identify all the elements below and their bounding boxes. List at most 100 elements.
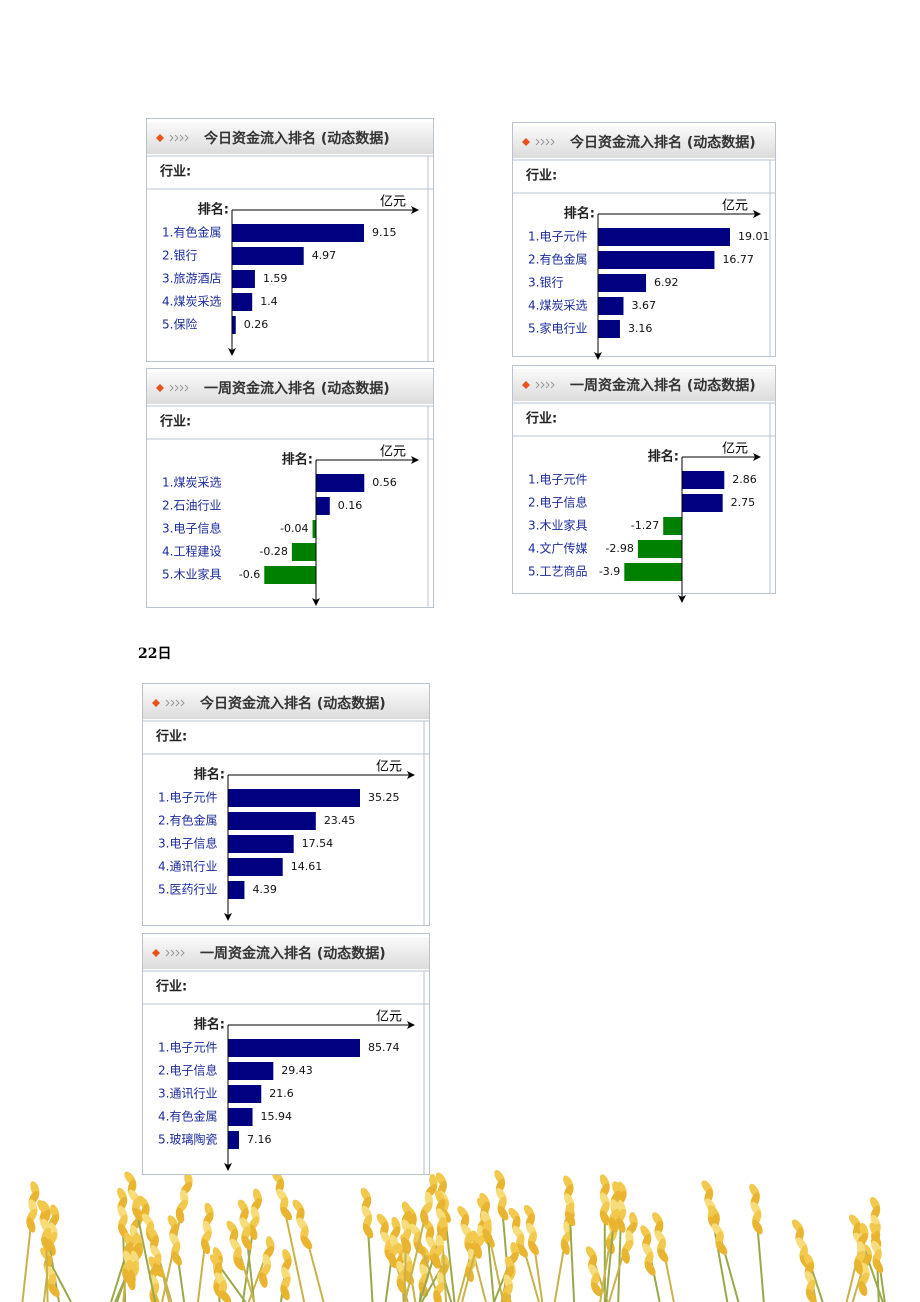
bar: [624, 563, 682, 581]
category-label: 3.电子信息: [162, 521, 221, 536]
category-label: 5.家电行业: [528, 321, 587, 336]
unit-label: 亿元: [722, 442, 748, 457]
icon: [152, 699, 160, 707]
value-label: -0.28: [259, 545, 287, 558]
bar: [228, 789, 360, 807]
chevrons: [535, 138, 555, 146]
category-label: 1.煤炭采选: [162, 476, 221, 490]
grain: [502, 1292, 512, 1302]
icon: [156, 384, 164, 392]
grain: [233, 1256, 245, 1271]
value-label: 19.01: [738, 230, 770, 243]
value-label: 9.15: [372, 226, 397, 239]
grain: [473, 1243, 482, 1259]
panel-title: 今日资金流入排名 (动态数据): [199, 695, 386, 712]
value-label: -3.9: [599, 565, 620, 578]
grain: [248, 1224, 258, 1241]
icon: [152, 949, 160, 957]
panel-title: 今日资金流入排名 (动态数据): [203, 130, 390, 147]
category-label: 3.电子信息: [158, 836, 217, 851]
grain: [872, 1258, 884, 1274]
category-label: 4.煤炭采选: [162, 295, 221, 309]
bar: [663, 517, 682, 535]
bar: [637, 540, 682, 558]
bar: [228, 1131, 240, 1149]
grain: [413, 1241, 426, 1255]
chevrons: [535, 381, 555, 389]
category-label: 5.保险: [162, 317, 197, 332]
title-bar: [143, 687, 429, 719]
bar: [232, 293, 253, 311]
grain: [805, 1289, 817, 1302]
title-bar: [513, 126, 775, 158]
column-header: 行业:: [155, 979, 187, 995]
value-label: 0.26: [244, 318, 269, 331]
title-bar: [513, 369, 775, 401]
value-label: 14.61: [291, 860, 323, 873]
bar: [232, 316, 236, 334]
category-label: 3.银行: [528, 276, 563, 290]
unit-label: 亿元: [376, 760, 402, 775]
grain: [362, 1223, 374, 1239]
grain: [644, 1261, 656, 1276]
value-label: 29.43: [281, 1064, 313, 1077]
column-header: 行业:: [525, 168, 557, 184]
grain: [482, 1228, 493, 1244]
rank-label: 排名:: [648, 449, 679, 465]
value-label: 4.39: [252, 883, 277, 896]
value-label: 0.56: [372, 476, 397, 489]
grain: [122, 1268, 132, 1284]
category-label: 4.工程建设: [162, 544, 221, 559]
value-label: 3.67: [631, 299, 656, 312]
bar: [228, 835, 294, 853]
column-header: 行业:: [159, 414, 191, 430]
bar: [232, 270, 255, 288]
grain: [657, 1248, 669, 1263]
value-label: 35.25: [368, 791, 400, 804]
unit-label: 亿元: [722, 199, 748, 214]
value-label: 15.94: [261, 1110, 293, 1123]
rank-label: 排名:: [564, 206, 595, 222]
grain: [258, 1272, 268, 1288]
grain: [528, 1240, 539, 1256]
category-label: 1.有色金属: [162, 225, 221, 240]
value-label: 6.92: [654, 276, 679, 289]
grain: [388, 1252, 398, 1269]
value-label: 2.86: [732, 473, 757, 486]
grain: [858, 1280, 868, 1297]
category-label: 4.有色金属: [158, 1109, 217, 1124]
value-label: 7.16: [247, 1133, 272, 1146]
category-label: 1.电子元件: [158, 791, 217, 805]
bar: [228, 1062, 274, 1080]
value-label: -1.27: [631, 519, 659, 532]
category-label: 2.电子信息: [528, 495, 587, 510]
rank-label: 排名:: [282, 452, 313, 468]
category-label: 2.有色金属: [528, 252, 587, 267]
rank-label: 排名:: [198, 202, 229, 218]
wheat-decoration: [21, 1169, 886, 1302]
value-label: 4.97: [312, 249, 337, 262]
ranking-panel: 一周资金流入排名 (动态数据) 行业: 1.电子元件 85.74 2.电子信息 29.43…: [142, 933, 430, 1175]
value-label: 23.45: [324, 814, 356, 827]
grain: [516, 1243, 528, 1258]
ranking-panel: 今日资金流入排名 (动态数据) 行业: 1.有色金属 9.15 2.银行 4.97 3.旅游…: [146, 118, 434, 362]
bar: [228, 1085, 262, 1103]
value-label: 21.6: [269, 1087, 294, 1100]
category-label: 2.电子信息: [158, 1063, 217, 1078]
grain: [300, 1235, 313, 1250]
grain: [152, 1263, 164, 1278]
icon: [522, 138, 530, 146]
value-label: 17.54: [302, 837, 334, 850]
chevrons: [169, 384, 189, 392]
bar: [228, 858, 283, 876]
category-label: 5.工艺商品: [528, 564, 587, 579]
bar: [598, 274, 647, 292]
bar: [228, 881, 245, 899]
bar: [291, 543, 316, 561]
grain: [175, 1207, 185, 1224]
bar: [598, 228, 730, 246]
grain: [171, 1251, 182, 1266]
category-label: 4.通讯行业: [158, 860, 217, 874]
bar: [682, 494, 723, 512]
